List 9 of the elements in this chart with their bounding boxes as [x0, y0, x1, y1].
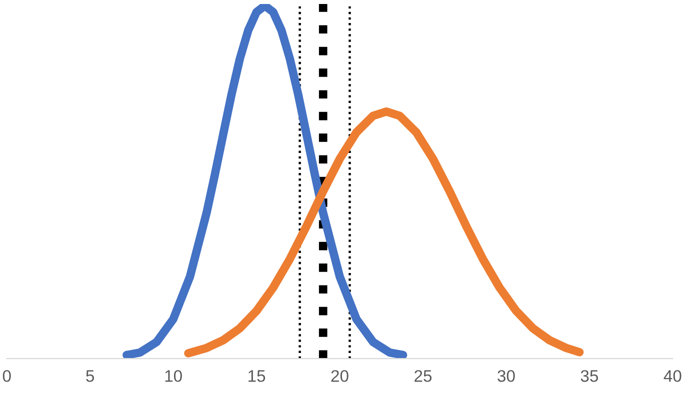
- x-tick-label: 30: [498, 370, 515, 382]
- x-tick-label: 40: [664, 370, 682, 382]
- x-tick-label: 10: [165, 370, 182, 382]
- x-tick-label: 25: [414, 370, 432, 382]
- x-tick-label: 0: [2, 370, 11, 382]
- x-tick-label: 15: [248, 370, 266, 382]
- x-tick-label: 20: [331, 370, 348, 382]
- x-tick-label: 5: [86, 370, 94, 382]
- x-tick-label: 35: [580, 370, 598, 382]
